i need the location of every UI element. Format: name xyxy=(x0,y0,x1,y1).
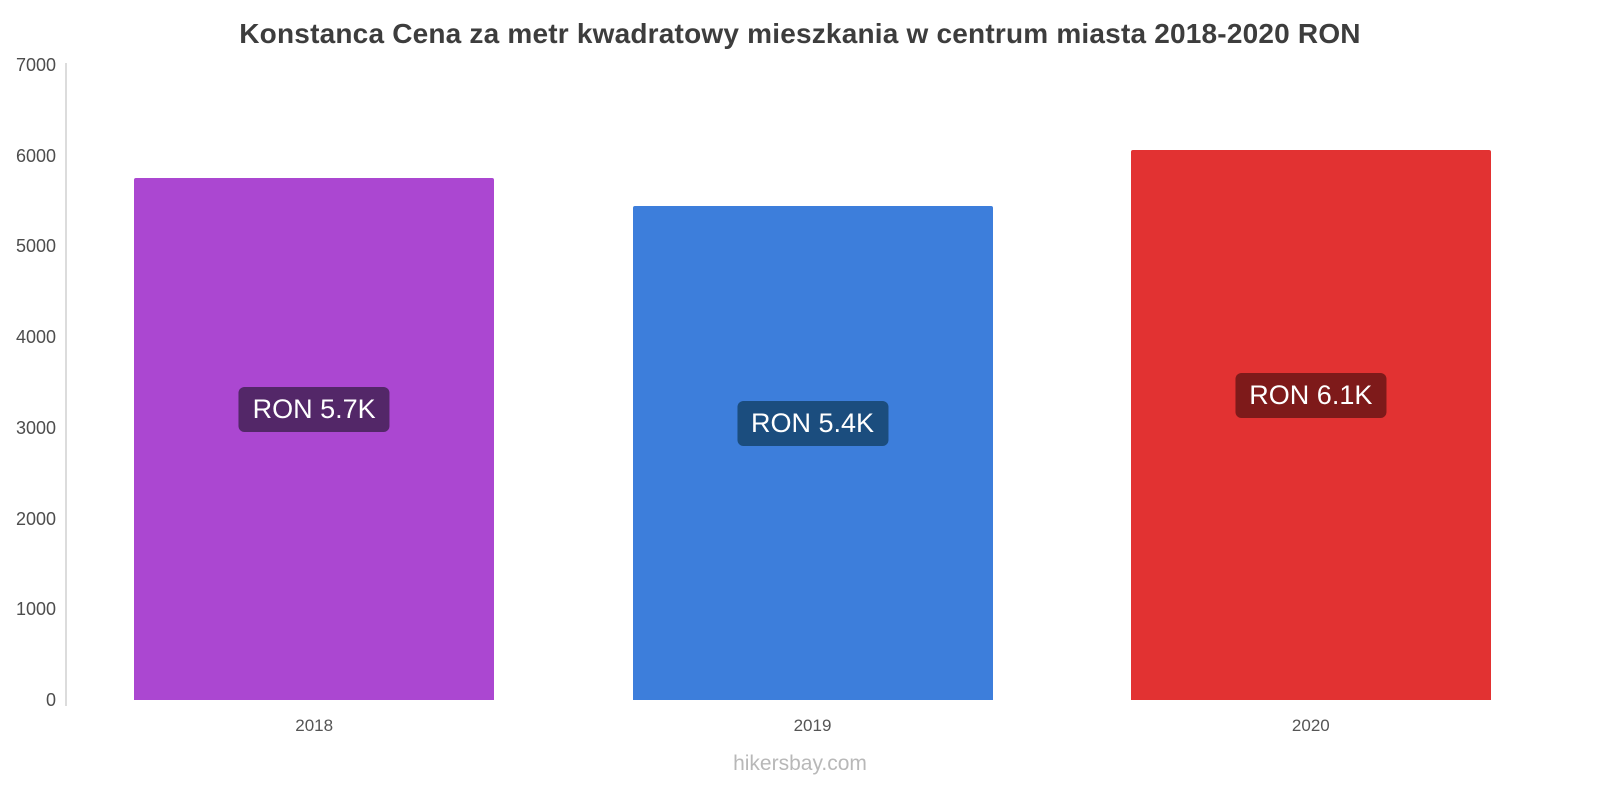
bar-2018 xyxy=(134,178,495,700)
y-tick-label: 2000 xyxy=(15,508,56,529)
y-tick-label: 4000 xyxy=(15,327,56,348)
y-tick-label: 3000 xyxy=(15,417,56,438)
y-tick-label: 5000 xyxy=(15,236,56,257)
x-tick-label: 2020 xyxy=(1291,716,1330,735)
bar-2019 xyxy=(632,205,993,700)
footer-watermark[interactable]: hikersbay.com xyxy=(733,752,867,775)
y-tick-label: 7000 xyxy=(15,55,56,75)
y-tick-label: 0 xyxy=(45,690,56,710)
bar-value-label: RON 6.1K xyxy=(1235,373,1387,419)
y-tick-label: 1000 xyxy=(15,599,56,620)
bar-2020 xyxy=(1130,150,1491,700)
y-axis-line xyxy=(65,63,67,706)
bar-value-label: RON 5.4K xyxy=(736,400,889,446)
x-tick-label: 2018 xyxy=(295,716,334,735)
y-tick-label: 6000 xyxy=(15,145,56,166)
chart-title: Konstanca Cena za metr kwadratowy mieszk… xyxy=(239,18,1361,49)
bar-value-label: RON 5.7K xyxy=(238,387,390,433)
x-tick-label: 2019 xyxy=(793,716,832,735)
